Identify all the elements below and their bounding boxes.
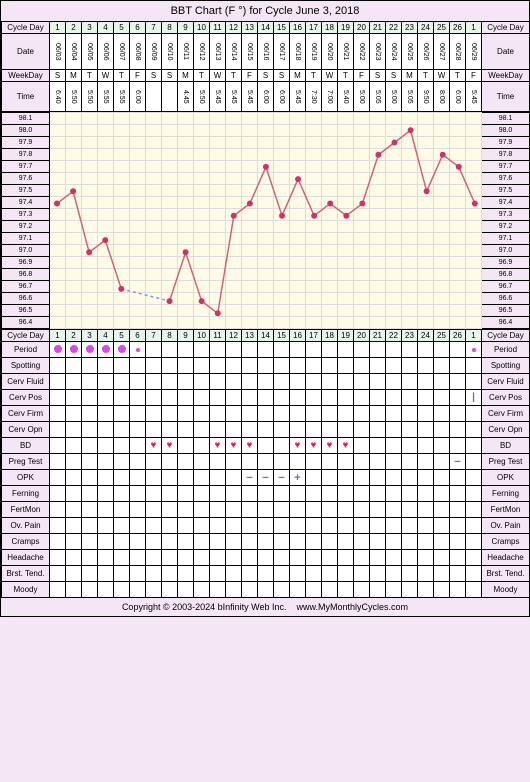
ferning-row: FerningFerning bbox=[2, 486, 530, 502]
temp-row: 97.097.0 bbox=[2, 245, 530, 257]
temp-row: 96.496.4 bbox=[2, 317, 530, 329]
temp-row: 98.198.1 bbox=[2, 113, 530, 125]
moody-row: MoodyMoody bbox=[2, 582, 530, 598]
weekday-row: WeekDay S M T W T F S S M T W T F S S M … bbox=[2, 70, 530, 82]
cerv_firm-row: Cerv FirmCerv Firm bbox=[2, 406, 530, 422]
plus-icon: + bbox=[294, 472, 300, 484]
preg_test-row: Preg Test−Preg Test bbox=[2, 454, 530, 470]
cycle-day-cell: 1 bbox=[50, 22, 66, 34]
date-row: Date 06/03 06/04 06/05 06/06 06/07 06/08… bbox=[2, 34, 530, 70]
opk-row: OPK−−−+OPK bbox=[2, 470, 530, 486]
ov_pain-row: Ov. PainOv. Pain bbox=[2, 518, 530, 534]
heart-icon: ♥ bbox=[215, 440, 221, 451]
bd-row: BD♥♥♥♥♥♥♥♥♥BD bbox=[2, 438, 530, 454]
cycle-day-label: Cycle Day bbox=[2, 22, 50, 34]
spotting-row: SpottingSpotting bbox=[2, 358, 530, 374]
temp-row: 97.697.6 bbox=[2, 173, 530, 185]
heart-icon: ♥ bbox=[295, 440, 301, 451]
heart-icon: ♥ bbox=[167, 440, 173, 451]
vbar-icon: | bbox=[472, 392, 475, 403]
period-dot-icon bbox=[118, 345, 126, 353]
fertmon-row: FertMonFertMon bbox=[2, 502, 530, 518]
temp-row: 96.596.5 bbox=[2, 305, 530, 317]
minus-icon: − bbox=[278, 472, 284, 484]
temp-row: 98.098.0 bbox=[2, 125, 530, 137]
period-row: PeriodPeriod bbox=[2, 342, 530, 358]
period-dot-icon bbox=[472, 348, 476, 352]
heart-icon: ♥ bbox=[247, 440, 253, 451]
footer: Copyright © 2003-2024 bInfinity Web Inc.… bbox=[1, 598, 529, 616]
temp-row: 97.397.3 bbox=[2, 209, 530, 221]
temp-row: 97.497.4 bbox=[2, 197, 530, 209]
period-dot-icon bbox=[70, 345, 78, 353]
minus-icon: − bbox=[262, 472, 268, 484]
temp-row: 97.997.9 bbox=[2, 137, 530, 149]
time-row: Time 6:40 5:50 5:50 5:55 5:55 6:00 4:45 … bbox=[2, 82, 530, 112]
cramps-row: CrampsCramps bbox=[2, 534, 530, 550]
temp-row: 96.796.7 bbox=[2, 281, 530, 293]
temp-row: 96.996.9 bbox=[2, 257, 530, 269]
heart-icon: ♥ bbox=[343, 440, 349, 451]
period-dot-icon bbox=[54, 345, 62, 353]
heart-icon: ♥ bbox=[327, 440, 333, 451]
heart-icon: ♥ bbox=[311, 440, 317, 451]
temp-row: 97.897.8 bbox=[2, 149, 530, 161]
heart-icon: ♥ bbox=[151, 440, 157, 451]
period-dot-icon bbox=[136, 348, 140, 352]
temp-row: 97.197.1 bbox=[2, 233, 530, 245]
period-dot-icon bbox=[86, 345, 94, 353]
chart-title: BBT Chart (F °) for Cycle June 3, 2018 bbox=[1, 1, 529, 21]
cycle-day-row: Cycle Day 1 2 3 4 5 6 7 8 9 10 11 12 13 … bbox=[2, 22, 530, 34]
temp-row: 97.797.7 bbox=[2, 161, 530, 173]
temp-row: 97.597.5 bbox=[2, 185, 530, 197]
brst_tend-row: Brst. Tend.Brst. Tend. bbox=[2, 566, 530, 582]
heart-icon: ♥ bbox=[231, 440, 237, 451]
headache-row: HeadacheHeadache bbox=[2, 550, 530, 566]
minus-icon: − bbox=[454, 456, 460, 468]
cerv_pos-row: Cerv Pos|Cerv Pos bbox=[2, 390, 530, 406]
temp-row: 96.696.6 bbox=[2, 293, 530, 305]
temp-row: 97.297.2 bbox=[2, 221, 530, 233]
cerv_fluid-row: Cerv FluidCerv Fluid bbox=[2, 374, 530, 390]
cerv_opn-row: Cerv OpnCerv Opn bbox=[2, 422, 530, 438]
minus-icon: − bbox=[246, 472, 252, 484]
period-dot-icon bbox=[102, 345, 110, 353]
temp-row: 96.896.8 bbox=[2, 269, 530, 281]
